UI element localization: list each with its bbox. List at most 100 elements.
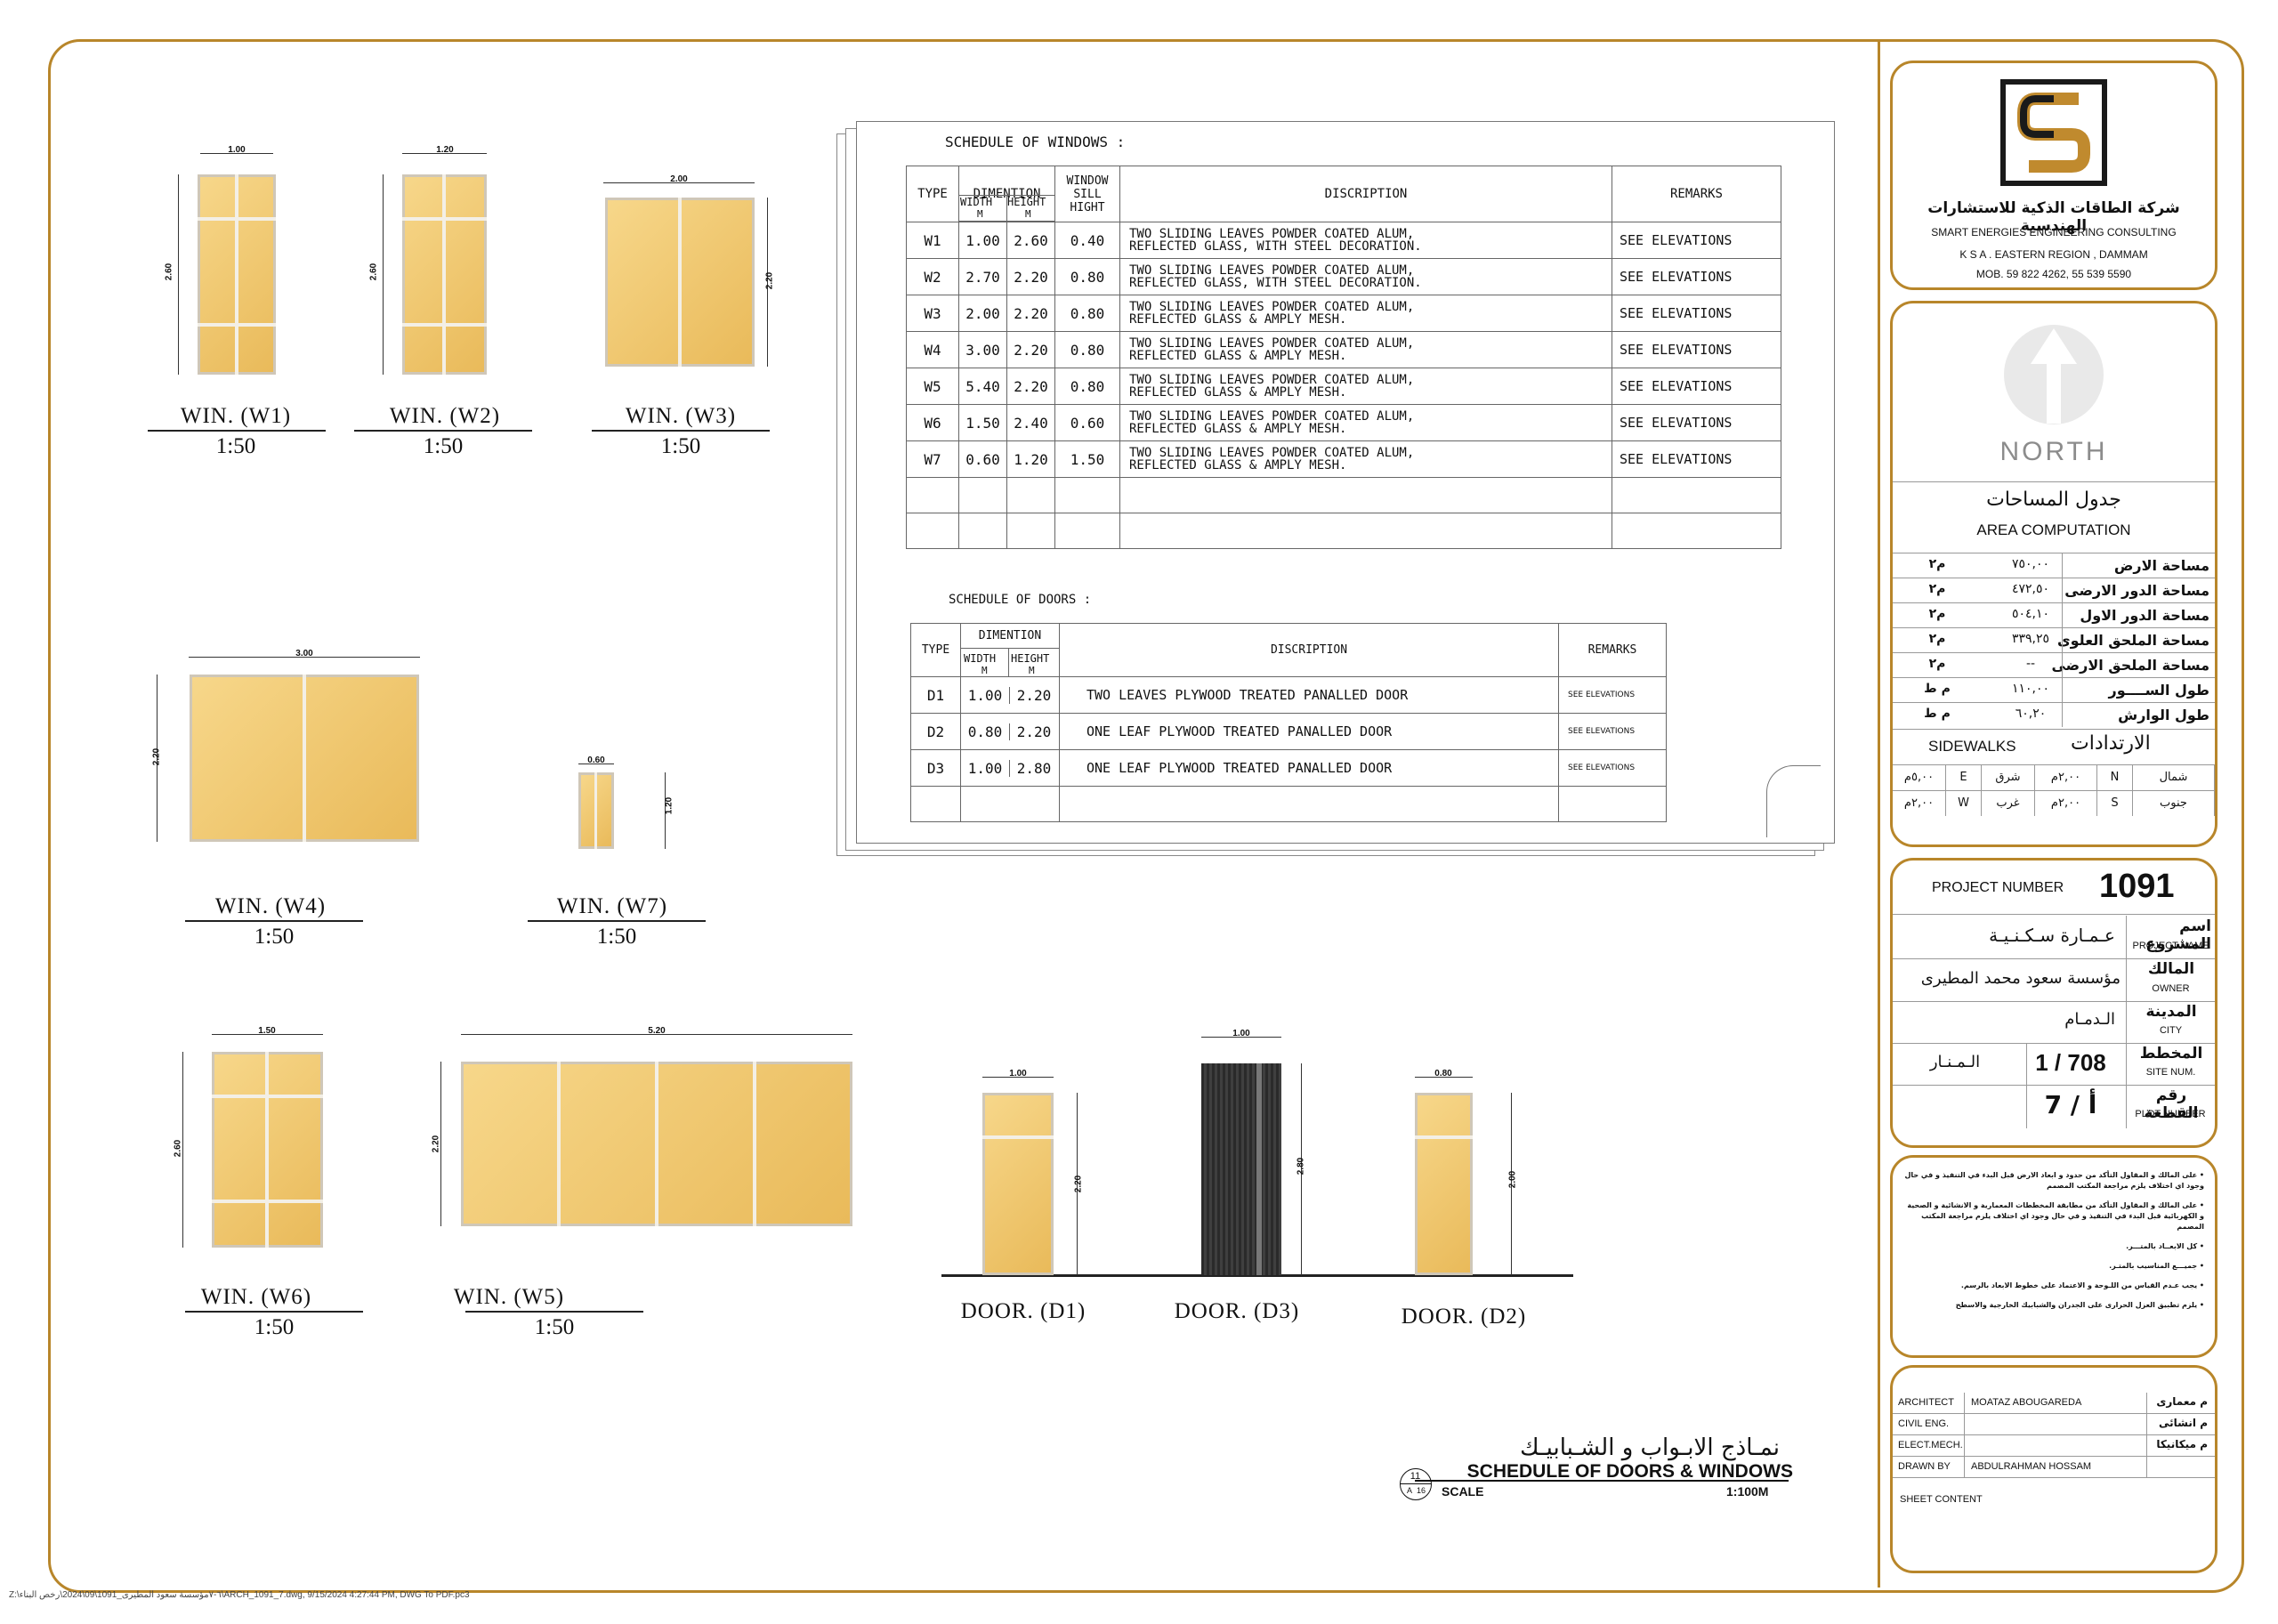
row-description: TWO SLIDING LEAVES POWDER COATED ALUM, RE… xyxy=(1119,258,1612,295)
table-row: W1 1.00 2.60 0.40 TWO SLIDING LEAVES POWDER … xyxy=(906,222,1781,259)
table-row: D3 1.00 2.80 ONE LEAF PLYWOOD TREATED PANAL… xyxy=(910,749,1667,787)
row-height: 2.20 xyxy=(1006,368,1055,405)
area-panel: NORTH جدول المساحات AREA COMPUTATION مسا… xyxy=(1890,301,2217,847)
row-sill: 0.80 xyxy=(1054,331,1120,368)
row-remarks: SEE ELEVATIONS xyxy=(1612,368,1781,405)
row-type: D1 xyxy=(910,676,961,714)
row-remarks: SEE ELEVATIONS xyxy=(1612,404,1781,441)
row-width: 0.60 xyxy=(958,440,1007,478)
credit-row: ARCHITECT MOATAZ ABOUGAREDA م معمارى xyxy=(1893,1393,2215,1414)
row-dimensions: 1.00 2.20 xyxy=(960,676,1060,714)
row-height: 2.40 xyxy=(1006,404,1055,441)
company-panel: شركة الطاقات الذكية للاستشارات الهندسية … xyxy=(1890,61,2217,290)
row-remarks: SEE ELEVATIONS xyxy=(1612,222,1781,259)
area-row: طول الوارش ٦٠,٢٠ م ط xyxy=(1893,702,2215,727)
elevation-label: WIN. (W6) xyxy=(200,1285,312,1309)
ground-line xyxy=(941,1274,1573,1277)
row-sill: 1.50 xyxy=(1054,440,1120,478)
area-row: مساحة الملحق الارضى -- م٢ xyxy=(1893,652,2215,677)
table-row-empty xyxy=(906,477,1781,513)
row-type: D2 xyxy=(910,713,961,750)
row-description: TWO SLIDING LEAVES POWDER COATED ALUM, RE… xyxy=(1119,295,1612,332)
row-description: TWO SLIDING LEAVES POWDER COATED ALUM, RE… xyxy=(1119,222,1612,259)
row-height: 1.20 xyxy=(1006,440,1055,478)
row-remarks: SEE ELEVATIONS xyxy=(1612,295,1781,332)
credits-panel: ARCHITECT MOATAZ ABOUGAREDA م معمارى CIVIL … xyxy=(1890,1365,2217,1573)
windows-schedule-title: SCHEDULE OF WINDOWS : xyxy=(945,133,1126,150)
row-type: W2 xyxy=(906,258,959,295)
row-sill: 0.80 xyxy=(1054,368,1120,405)
row-description: ONE LEAF PLYWOOD TREATED PANALLED DOOR xyxy=(1059,713,1559,750)
area-row: مساحة الدور الاول ٥٠٤,١٠ م٢ xyxy=(1893,602,2215,627)
row-height: 2.60 xyxy=(1006,222,1055,259)
row-description: TWO SLIDING LEAVES POWDER COATED ALUM, RE… xyxy=(1119,331,1612,368)
doors-schedule-table: TYPE DIMENTION DISCRIPTION REMARKS D1 1.0… xyxy=(910,623,1667,822)
row-width: 2.00 xyxy=(958,295,1007,332)
note-item: • يجب عـدم القياس من اللـوحة و الاعتماد … xyxy=(1960,1281,2204,1289)
row-type: W4 xyxy=(906,331,959,368)
elevation-label: DOOR. (D3) xyxy=(1174,1299,1300,1323)
note-item: • يلزم تطبيق العزل الحرارى على الجدران و… xyxy=(1955,1301,2204,1309)
row-remarks: SEE ELEVATIONS xyxy=(1612,258,1781,295)
row-width: 2.70 xyxy=(958,258,1007,295)
row-type: W5 xyxy=(906,368,959,405)
credit-row: DRAWN BY ABDULRAHMAN HOSSAM xyxy=(1893,1457,2215,1478)
row-sill: 0.60 xyxy=(1054,404,1120,441)
row-width: 1.00 xyxy=(958,222,1007,259)
row-width: 5.40 xyxy=(958,368,1007,405)
row-remarks: SEE ELEVATIONS xyxy=(1612,331,1781,368)
credit-row: ELECT.MECH. م ميكانيكا xyxy=(1893,1435,2215,1457)
table-row: D1 1.00 2.20 TWO LEAVES PLYWOOD TREATED PAN… xyxy=(910,676,1667,714)
notes-panel: • على المالك و المقاول التأكد من حدود و … xyxy=(1890,1155,2217,1358)
elevation-label: DOOR. (D2) xyxy=(1401,1305,1527,1329)
table-row-empty xyxy=(906,513,1781,549)
row-description: TWO SLIDING LEAVES POWDER COATED ALUM, RE… xyxy=(1119,404,1612,441)
door-d3-panel xyxy=(1201,1063,1281,1275)
table-row: W4 3.00 2.20 0.80 TWO SLIDING LEAVES POWDER … xyxy=(906,331,1781,368)
north-arrow-icon xyxy=(2004,325,2104,424)
area-row: طول الســــور ١١٠,٠٠ م ط xyxy=(1893,677,2215,702)
row-remarks: SEE ELEVATIONS xyxy=(1558,713,1667,750)
row-type: W6 xyxy=(906,404,959,441)
paper-curl xyxy=(1766,765,1821,837)
table-row: W2 2.70 2.20 0.80 TWO SLIDING LEAVES POWDER … xyxy=(906,258,1781,295)
elevation-label: WIN. (W5) xyxy=(453,1285,565,1309)
table-row: W3 2.00 2.20 0.80 TWO SLIDING LEAVES POWDER … xyxy=(906,295,1781,332)
row-height: 2.20 xyxy=(1006,331,1055,368)
row-width: 3.00 xyxy=(958,331,1007,368)
table-row-empty xyxy=(910,786,1667,822)
area-row: مساحة الملحق العلوى ٣٣٩,٢٥ م٢ xyxy=(1893,627,2215,652)
row-type: W3 xyxy=(906,295,959,332)
area-row: مساحة الارض ٧٥٠,٠٠ م٢ xyxy=(1893,553,2215,578)
row-remarks: SEE ELEVATIONS xyxy=(1558,676,1667,714)
row-height: 2.20 xyxy=(1006,258,1055,295)
sheet-border xyxy=(48,39,2244,1593)
row-type: W1 xyxy=(906,222,959,259)
row-type: D3 xyxy=(910,749,961,787)
row-width: 1.50 xyxy=(958,404,1007,441)
project-panel: PROJECT NUMBER 1091 اسم المشروع PROJECT … xyxy=(1890,858,2217,1148)
doors-schedule-title: SCHEDULE OF DOORS : xyxy=(949,593,1092,607)
table-row: W7 0.60 1.20 1.50 TWO SLIDING LEAVES POWDER … xyxy=(906,440,1781,478)
table-row: D2 0.80 2.20 ONE LEAF PLYWOOD TREATED PANAL… xyxy=(910,713,1667,750)
row-sill: 0.80 xyxy=(1054,295,1120,332)
row-remarks: SEE ELEVATIONS xyxy=(1558,749,1667,787)
setback-row: ٢,٠٠م W غرب ٢,٠٠م S جنوب xyxy=(1893,790,2215,816)
note-item: • جميـــع المناسيب بالمتـر. xyxy=(2109,1262,2204,1270)
row-sill: 0.80 xyxy=(1054,258,1120,295)
row-description: TWO LEAVES PLYWOOD TREATED PANALLED DOOR xyxy=(1059,676,1559,714)
elevation-label: WIN. (W7) xyxy=(556,894,668,918)
row-dimensions: 0.80 2.20 xyxy=(960,713,1060,750)
elevation-label: WIN. (W4) xyxy=(214,894,327,918)
row-description: ONE LEAF PLYWOOD TREATED PANALLED DOOR xyxy=(1059,749,1559,787)
row-height: 2.20 xyxy=(1006,295,1055,332)
area-row: مساحة الدور الارضى ٤٧٢,٥٠ م٢ xyxy=(1893,578,2215,602)
windows-schedule-table: TYPE DIMENTION WINDOW SILL HIGHT DISCRIP… xyxy=(906,166,1781,549)
row-dimensions: 1.00 2.80 xyxy=(960,749,1060,787)
row-sill: 0.40 xyxy=(1054,222,1120,259)
row-description: TWO SLIDING LEAVES POWDER COATED ALUM, RE… xyxy=(1119,368,1612,405)
row-remarks: SEE ELEVATIONS xyxy=(1612,440,1781,478)
setback-row: ٥,٠٠م E شرق ٢,٠٠م N شمال xyxy=(1893,764,2215,790)
row-type: W7 xyxy=(906,440,959,478)
note-item: • على المالك و المقاول التأكد من حدود و … xyxy=(1904,1171,2204,1190)
